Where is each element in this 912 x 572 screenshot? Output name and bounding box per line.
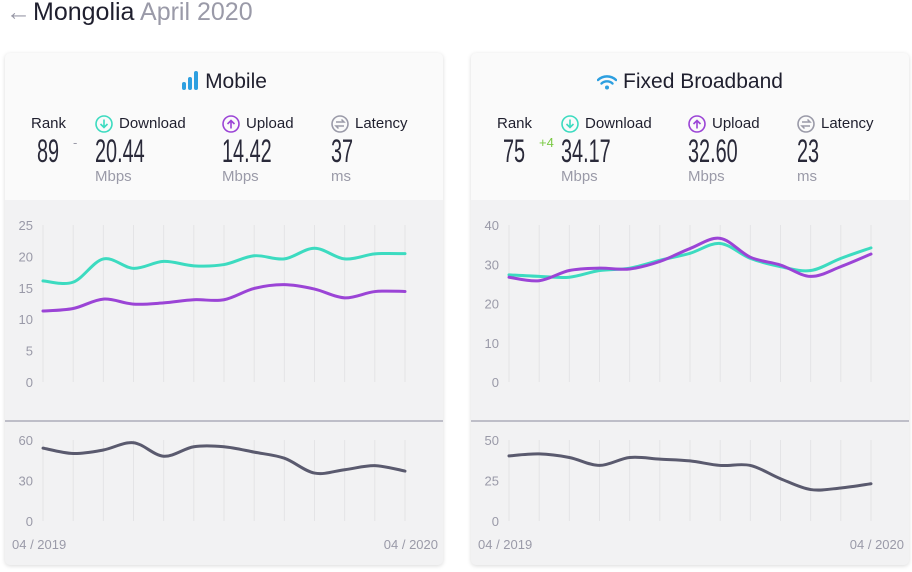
rank-value: 75: [503, 133, 526, 169]
page-title: ←Mongolia April 2020: [6, 0, 253, 27]
metric-download: Download 20.44 Mbps: [95, 115, 186, 185]
y-tick-label: 10: [19, 312, 33, 327]
y-tick-label: 60: [19, 433, 33, 448]
download-unit: Mbps: [95, 168, 132, 185]
download-icon: [561, 115, 585, 133]
metric-rank: Rank 75: [497, 115, 539, 169]
latency-value: 23: [797, 133, 820, 169]
rank-value: 89: [37, 133, 60, 169]
upload-value: 32.60: [688, 133, 738, 169]
wifi-icon: [596, 70, 623, 93]
y-tick-label: 15: [19, 281, 33, 296]
latency-value: 37: [331, 133, 354, 169]
rank-change: -: [73, 135, 78, 150]
y-tick-label: 10: [485, 336, 499, 351]
latency-line: [41, 441, 407, 476]
metric-rank: Rank 89: [31, 115, 73, 169]
y-tick-label: 0: [492, 514, 499, 529]
upload-label: Upload: [712, 115, 760, 132]
y-tick-label: 25: [19, 218, 33, 233]
upload-label: Upload: [246, 115, 294, 132]
download-icon: [95, 115, 119, 133]
y-tick-label: 30: [485, 257, 499, 272]
x-start-label: 04 / 2019: [12, 537, 66, 552]
period: April 2020: [140, 0, 253, 26]
signal-bars-icon: [181, 70, 205, 93]
latency-icon: [331, 115, 355, 133]
y-tick-label: 50: [485, 433, 499, 448]
metric-upload: Upload 14.42 Mbps: [222, 115, 302, 185]
metric-latency: Latency 23 ms: [797, 115, 874, 185]
y-tick-label: 40: [485, 218, 499, 233]
x-start-label: 04 / 2019: [478, 537, 532, 552]
latency-label: Latency: [821, 115, 874, 132]
upload-line: [507, 236, 873, 283]
metric-latency: Latency 37 ms: [331, 115, 408, 185]
latency-label: Latency: [355, 115, 408, 132]
x-end-label: 04 / 2020: [384, 537, 438, 552]
y-tick-label: 25: [485, 474, 499, 489]
upload-icon: [688, 115, 712, 133]
upload-value: 14.42: [222, 133, 272, 169]
card-fixed-broadband: Fixed Broadband Rank 75 Download 34.17 M…: [471, 53, 909, 565]
rank-label: Rank: [497, 115, 533, 132]
upload-unit: Mbps: [222, 168, 259, 185]
rank-label: Rank: [31, 115, 67, 132]
y-tick-label: 30: [19, 474, 33, 489]
y-tick-label: 0: [26, 514, 33, 529]
y-tick-label: 5: [26, 344, 33, 359]
chart: 0 5 10 15 20 25 0 30 60 04 / 2019 04 / 2020: [5, 218, 443, 552]
latency-line: [507, 452, 873, 492]
download-label: Download: [119, 115, 186, 132]
download-line: [507, 241, 873, 280]
upload-line: [41, 283, 407, 313]
download-value: 20.44: [95, 133, 145, 169]
y-tick-label: 0: [492, 375, 499, 390]
y-tick-label: 0: [26, 375, 33, 390]
x-end-label: 04 / 2020: [850, 537, 904, 552]
upload-unit: Mbps: [688, 168, 725, 185]
country-name: Mongolia: [33, 0, 135, 26]
card-title: Fixed Broadband: [471, 69, 909, 95]
upload-icon: [222, 115, 246, 133]
card-title: Mobile: [5, 69, 443, 95]
download-label: Download: [585, 115, 652, 132]
rank-change: +4: [539, 135, 554, 150]
download-value: 34.17: [561, 133, 611, 169]
y-tick-label: 20: [485, 297, 499, 312]
latency-unit: ms: [331, 168, 351, 185]
y-tick-label: 20: [19, 249, 33, 264]
metric-download: Download 34.17 Mbps: [561, 115, 652, 185]
card-mobile: Mobile Rank 89 Download 20.44 Mbps Uploa…: [5, 53, 443, 565]
metric-upload: Upload 32.60 Mbps: [688, 115, 768, 185]
latency-unit: ms: [797, 168, 817, 185]
download-unit: Mbps: [561, 168, 598, 185]
download-line: [41, 246, 407, 286]
latency-icon: [797, 115, 821, 133]
arrow-left-icon[interactable]: ←: [6, 0, 31, 26]
chart: 0 10 20 30 40 0 25 50 04 / 2019 04 / 2020: [471, 218, 909, 552]
